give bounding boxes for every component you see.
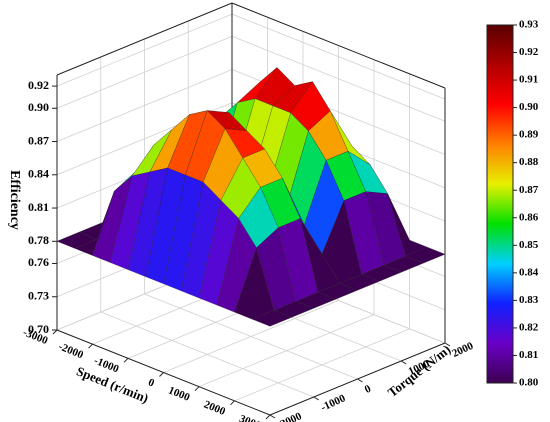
colorbar-tick-label: 0.85 — [519, 239, 539, 251]
z-tick-label: 0.76 — [28, 255, 49, 269]
x-tick — [194, 386, 200, 392]
colorbar — [486, 24, 514, 384]
colorbar-tick-label: 0.80 — [519, 377, 539, 389]
surface-patch — [251, 309, 293, 327]
colorbar-tick-label: 0.93 — [519, 19, 539, 31]
x-tick — [159, 372, 164, 377]
x-tick-label: 0 — [146, 376, 156, 389]
y-grid-line — [100, 311, 314, 398]
x-tick — [123, 357, 129, 363]
z-tick-label: 0.90 — [28, 100, 49, 114]
z-tick-label: 0.92 — [28, 78, 49, 92]
x-tick — [230, 400, 235, 406]
y-tick — [444, 342, 451, 347]
x-tick-label: -2000 — [57, 341, 86, 362]
y-tick-label: 2000 — [450, 340, 475, 360]
y-tick — [400, 360, 407, 365]
colorbar-tick-label: 0.90 — [519, 101, 539, 113]
colorbar-tick-label: 0.83 — [519, 294, 539, 306]
z-axis-title: Efficiency — [7, 170, 22, 230]
colorbar-tick-label: 0.88 — [519, 156, 539, 168]
colorbar-tick-label: 0.84 — [519, 266, 539, 278]
y-tick-label: -2000 — [275, 410, 304, 422]
x-tick — [52, 329, 58, 335]
z-tick-label: 0.78 — [28, 233, 49, 247]
y-tick — [357, 378, 363, 383]
colorbar-tick-label: 0.87 — [519, 184, 539, 196]
y-tick-label: 0 — [363, 383, 374, 396]
colorbar-tick-label: 0.82 — [519, 321, 539, 333]
x-tick-label: 1000 — [167, 384, 192, 404]
y-tick-label: -1000 — [319, 392, 348, 414]
colorbar-tick-label: 0.89 — [519, 129, 539, 141]
x-tick-label: 2000 — [202, 399, 227, 419]
x-tick — [265, 414, 271, 420]
colorbar-tick-label: 0.92 — [519, 46, 539, 58]
y-grid-line — [144, 293, 358, 380]
colorbar-tick-label: 0.91 — [519, 74, 538, 86]
z-tick-label: 0.70 — [28, 322, 49, 336]
x-tick — [88, 343, 93, 349]
colorbar-tick-label: 0.86 — [519, 211, 539, 223]
z-tick-label: 0.87 — [28, 133, 49, 147]
axis-edge — [56, 2, 233, 76]
y-tick — [269, 414, 276, 419]
z-tick-label: 0.84 — [28, 167, 49, 181]
z-tick-label: 0.81 — [28, 200, 49, 214]
z-tick-label: 0.73 — [28, 288, 49, 302]
axis-edge — [231, 2, 446, 89]
y-tick — [313, 396, 320, 401]
colorbar-tick-label: 0.81 — [519, 349, 538, 361]
x-tick-label: 3000 — [238, 413, 263, 422]
